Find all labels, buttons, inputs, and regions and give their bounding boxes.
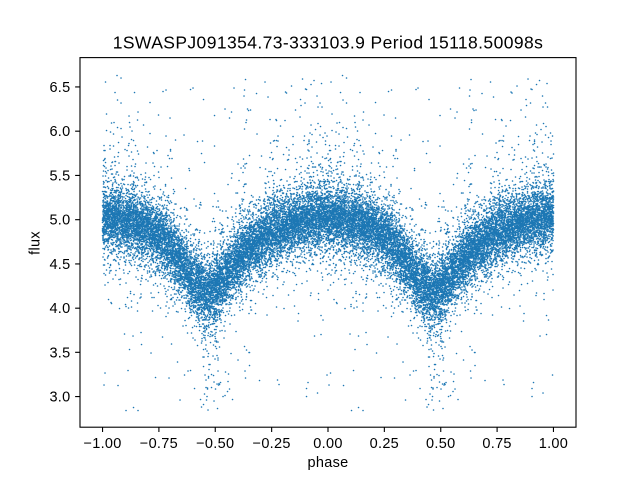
- svg-text:1.00: 1.00: [539, 436, 568, 452]
- svg-text:4.5: 4.5: [49, 257, 70, 273]
- svg-text:−0.75: −0.75: [140, 436, 178, 452]
- svg-text:−0.25: −0.25: [253, 436, 291, 452]
- svg-text:0.50: 0.50: [426, 436, 455, 452]
- svg-text:1SWASPJ091354.73-333103.9 Peri: 1SWASPJ091354.73-333103.9 Period 15118.5…: [113, 32, 544, 52]
- svg-text:−1.00: −1.00: [83, 436, 121, 452]
- svg-text:4.0: 4.0: [49, 301, 70, 317]
- svg-text:5.0: 5.0: [49, 213, 70, 229]
- svg-text:3.0: 3.0: [49, 390, 70, 406]
- svg-text:0.00: 0.00: [313, 436, 342, 452]
- svg-text:0.25: 0.25: [370, 436, 399, 452]
- svg-text:0.75: 0.75: [482, 436, 511, 452]
- svg-text:6.5: 6.5: [49, 80, 70, 96]
- svg-text:flux: flux: [28, 231, 44, 255]
- svg-text:−0.50: −0.50: [196, 436, 234, 452]
- svg-text:5.5: 5.5: [49, 168, 70, 184]
- svg-text:phase: phase: [307, 455, 348, 471]
- svg-text:6.0: 6.0: [49, 124, 70, 140]
- svg-text:3.5: 3.5: [49, 345, 70, 361]
